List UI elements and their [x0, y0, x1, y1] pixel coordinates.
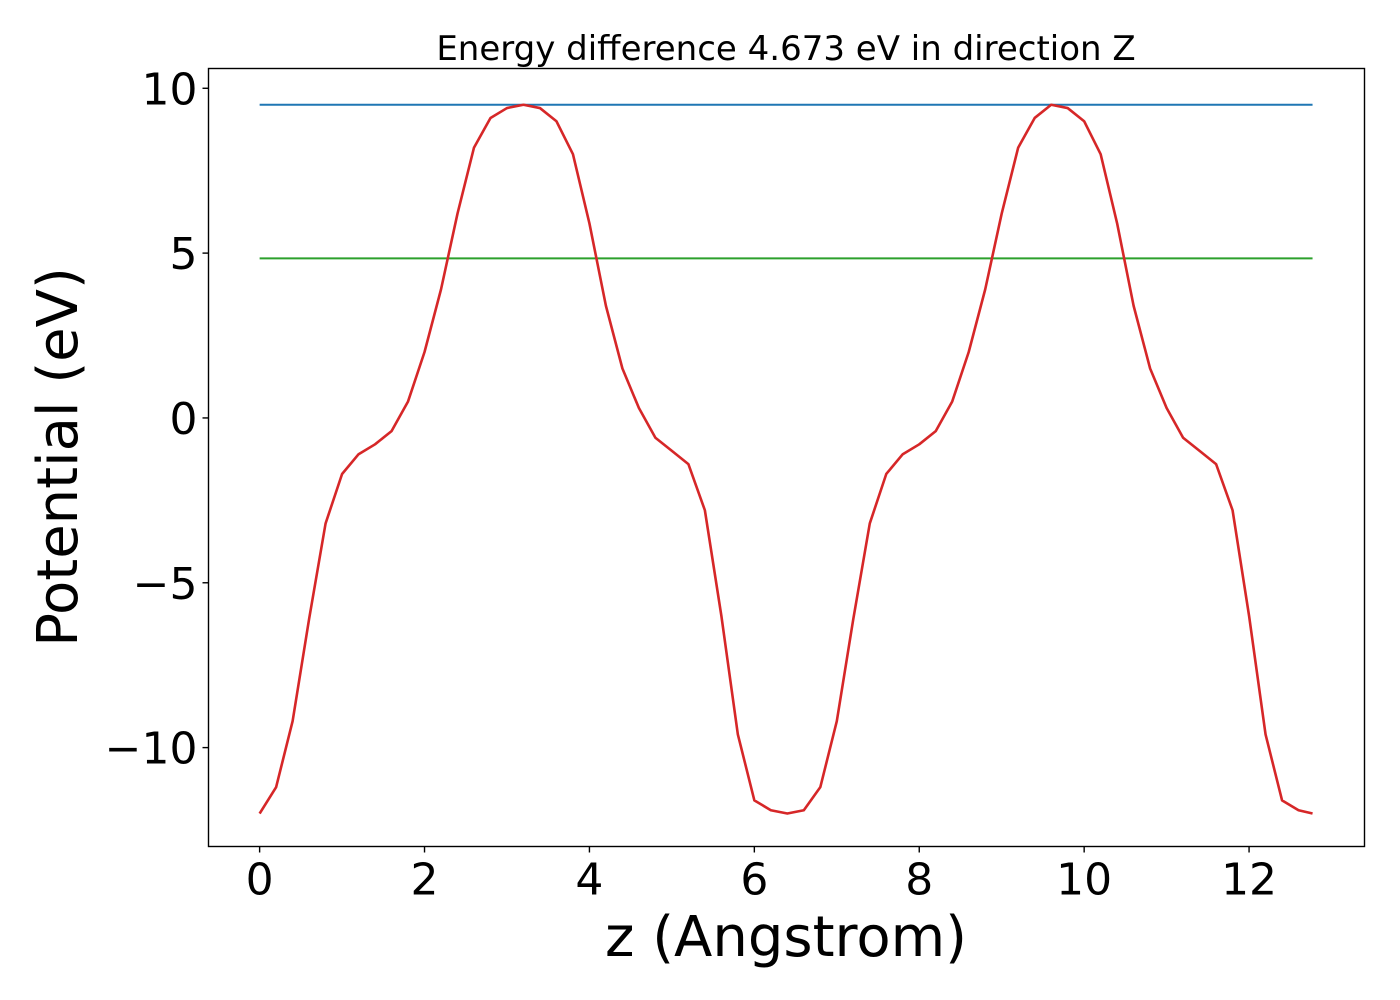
x-tick-label: 8 [905, 855, 933, 906]
x-tick-label: 0 [246, 855, 274, 906]
series-layer [258, 103, 1313, 815]
y-axis-label: Potential (eV) [26, 267, 91, 647]
x-tick-label: 10 [1056, 855, 1112, 906]
series-line-3 [258, 103, 1313, 815]
y-axis-ticks: −10 −5 0 5 10 [105, 64, 209, 775]
x-tick-label: 4 [575, 855, 603, 906]
y-tick-label: 10 [142, 64, 198, 115]
plot-area-frame [207, 67, 1366, 848]
y-tick-label: 5 [170, 229, 198, 280]
y-tick-label: −10 [105, 724, 198, 775]
y-tick-label: −5 [133, 559, 198, 610]
x-tick-label: 6 [740, 855, 768, 906]
x-axis-ticks: 0 2 4 6 8 10 12 [246, 846, 1277, 906]
y-tick-label: 0 [170, 394, 198, 445]
x-axis-label: z (Angstrom) [605, 905, 967, 970]
x-tick-label: 12 [1221, 855, 1277, 906]
chart-title: Energy difference 4.673 eV in direction … [436, 29, 1135, 69]
x-tick-label: 2 [411, 855, 439, 906]
